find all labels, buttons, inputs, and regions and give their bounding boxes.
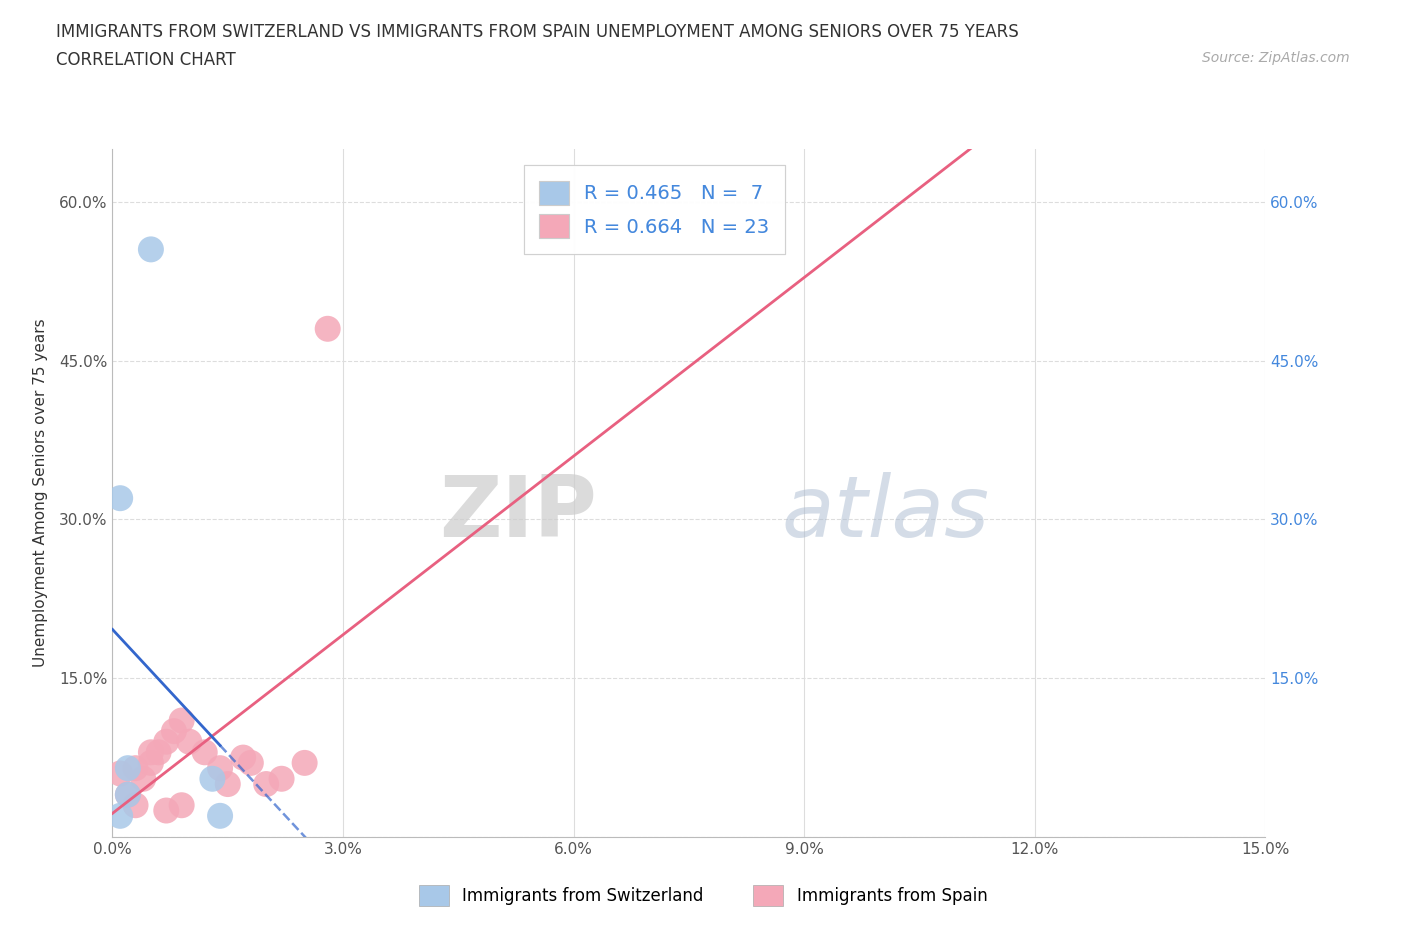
Point — [239, 755, 262, 770]
Point — [170, 798, 193, 813]
Point — [217, 777, 239, 791]
Point — [270, 771, 292, 786]
Point — [117, 787, 139, 802]
Point — [194, 745, 217, 760]
Point — [132, 771, 155, 786]
Point — [117, 787, 139, 802]
Point — [117, 761, 139, 776]
Point — [108, 808, 131, 823]
Text: atlas: atlas — [782, 472, 990, 555]
Text: IMMIGRANTS FROM SWITZERLAND VS IMMIGRANTS FROM SPAIN UNEMPLOYMENT AMONG SENIORS : IMMIGRANTS FROM SWITZERLAND VS IMMIGRANT… — [56, 23, 1019, 41]
Point — [170, 713, 193, 728]
Legend: Immigrants from Switzerland, Immigrants from Spain: Immigrants from Switzerland, Immigrants … — [412, 879, 994, 912]
Point — [139, 755, 162, 770]
Point — [179, 735, 201, 750]
Point — [209, 808, 232, 823]
Legend: R = 0.465   N =  7, R = 0.664   N = 23: R = 0.465 N = 7, R = 0.664 N = 23 — [524, 166, 785, 254]
Point — [124, 761, 146, 776]
Point — [124, 798, 146, 813]
Point — [139, 745, 162, 760]
Point — [294, 755, 316, 770]
Point — [209, 761, 232, 776]
Point — [232, 751, 254, 765]
Text: CORRELATION CHART: CORRELATION CHART — [56, 51, 236, 69]
Point — [201, 771, 224, 786]
Point — [108, 766, 131, 781]
Text: ZIP: ZIP — [439, 472, 596, 555]
Point — [108, 491, 131, 506]
Point — [155, 735, 177, 750]
Point — [139, 242, 162, 257]
Point — [254, 777, 277, 791]
Text: Source: ZipAtlas.com: Source: ZipAtlas.com — [1202, 51, 1350, 65]
Point — [155, 804, 177, 818]
Point — [163, 724, 186, 738]
Point — [316, 322, 339, 337]
Point — [148, 745, 170, 760]
Y-axis label: Unemployment Among Seniors over 75 years: Unemployment Among Seniors over 75 years — [32, 319, 48, 667]
